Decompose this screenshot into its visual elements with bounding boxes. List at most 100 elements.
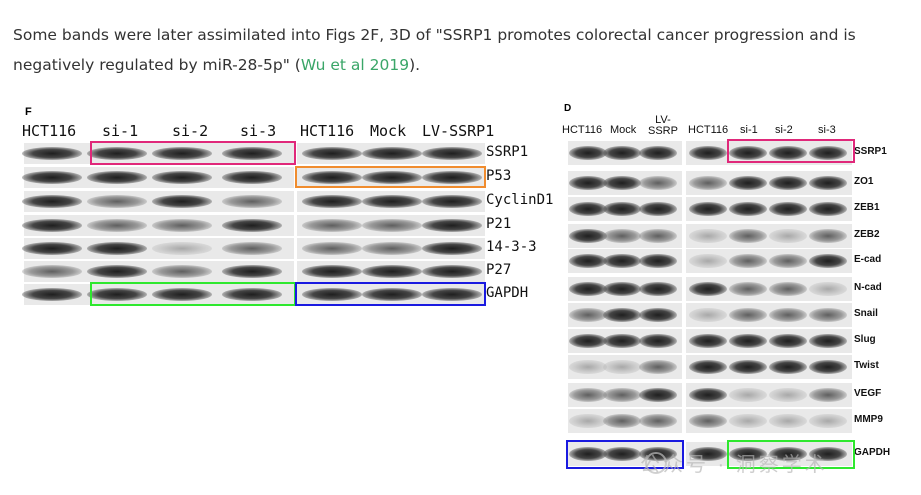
western-blot-band xyxy=(603,447,641,461)
western-blot-band xyxy=(22,288,82,301)
western-blot-band xyxy=(603,334,641,348)
western-blot-band xyxy=(729,447,767,461)
western-blot-band xyxy=(689,308,727,322)
western-blot-band xyxy=(809,229,847,243)
western-blot-band xyxy=(729,282,767,296)
western-blot-band xyxy=(87,242,147,255)
wechat-icon xyxy=(645,452,667,474)
western-blot-band xyxy=(362,147,422,160)
western-blot-band xyxy=(222,265,282,278)
western-blot-band xyxy=(152,171,212,184)
row-label: ZEB1 xyxy=(854,202,880,213)
western-blot-band xyxy=(809,414,847,428)
western-blot-band xyxy=(152,288,212,301)
western-blot-band xyxy=(809,447,847,461)
western-blot-band xyxy=(689,176,727,190)
western-blot-band xyxy=(422,171,482,184)
western-blot-band xyxy=(222,171,282,184)
figure-panel-d: D HCT116 Mock LV- SSRP HCT116 si-1 si-2 si-3 S… xyxy=(560,103,900,483)
western-blot-band xyxy=(689,202,727,216)
western-blot-band xyxy=(729,334,767,348)
western-blot-band xyxy=(362,265,422,278)
western-blot-band xyxy=(422,195,482,208)
western-blot-band xyxy=(87,147,147,160)
western-blot-band xyxy=(152,195,212,208)
row-label: E-cad xyxy=(854,254,882,265)
western-blot-band xyxy=(422,242,482,255)
western-blot-band xyxy=(569,146,607,160)
western-blot-band xyxy=(603,146,641,160)
row-label: Twist xyxy=(854,360,879,371)
citation-link[interactable]: Wu et al 2019 xyxy=(300,56,410,74)
western-blot-band xyxy=(689,229,727,243)
western-blot-band xyxy=(809,282,847,296)
western-blot-band xyxy=(729,229,767,243)
row-label: 14-3-3 xyxy=(486,239,537,255)
western-blot-band xyxy=(569,229,607,243)
western-blot-band xyxy=(87,195,147,208)
row-label: CyclinD1 xyxy=(486,192,554,208)
lane-label: LV- SSRP xyxy=(648,114,678,137)
row-label: Slug xyxy=(854,334,876,345)
western-blot-band xyxy=(639,414,677,428)
western-blot-band xyxy=(362,195,422,208)
lane-label: HCT116 xyxy=(562,124,603,136)
row-label: GAPDH xyxy=(854,447,891,458)
western-blot-band xyxy=(639,146,677,160)
western-blot-band xyxy=(569,360,607,374)
western-blot-band xyxy=(809,334,847,348)
western-blot-band xyxy=(769,388,807,402)
row-label: N-cad xyxy=(854,282,882,293)
lane-label: si-2 xyxy=(172,122,209,140)
western-blot-band xyxy=(689,334,727,348)
western-blot-band xyxy=(22,242,82,255)
caption-text: Some bands were later assimilated into F… xyxy=(13,26,856,74)
western-blot-band xyxy=(689,388,727,402)
western-blot-band xyxy=(689,447,727,461)
western-blot-band xyxy=(569,202,607,216)
western-blot-band xyxy=(569,414,607,428)
lane-label: HCT116 xyxy=(300,122,355,140)
western-blot-band xyxy=(222,242,282,255)
row-label: P27 xyxy=(486,262,512,278)
western-blot-band xyxy=(809,146,847,160)
lane-label: si-1 xyxy=(102,122,139,140)
western-blot-band xyxy=(769,254,807,268)
western-blot-band xyxy=(569,334,607,348)
western-blot-band xyxy=(729,254,767,268)
western-blot-band xyxy=(362,171,422,184)
western-blot-band xyxy=(569,388,607,402)
western-blot-band xyxy=(769,334,807,348)
western-blot-band xyxy=(569,308,607,322)
western-blot-band xyxy=(809,202,847,216)
western-blot-band xyxy=(809,176,847,190)
western-blot-band xyxy=(603,176,641,190)
highlight-box-blue xyxy=(295,282,486,306)
western-blot-band xyxy=(302,147,362,160)
western-blot-band xyxy=(689,360,727,374)
western-blot-band xyxy=(729,146,767,160)
highlight-box-green-d xyxy=(727,440,855,469)
western-blot-band xyxy=(639,308,677,322)
western-blot-band xyxy=(809,254,847,268)
western-blot-band xyxy=(362,242,422,255)
western-blot-band xyxy=(809,388,847,402)
row-label: MMP9 xyxy=(854,414,883,425)
western-blot-band xyxy=(769,308,807,322)
western-blot-band xyxy=(769,414,807,428)
western-blot-band xyxy=(422,219,482,232)
watermark-text: 公众号 · 洞察学术 xyxy=(640,454,828,476)
row-label: Snail xyxy=(854,308,878,319)
western-blot-band xyxy=(729,202,767,216)
western-blot-band xyxy=(152,147,212,160)
western-blot-band xyxy=(222,195,282,208)
western-blot-band xyxy=(769,146,807,160)
western-blot-band xyxy=(422,265,482,278)
western-blot-band xyxy=(22,195,82,208)
lane-label: HCT116 xyxy=(22,122,77,140)
western-blot-band xyxy=(87,219,147,232)
figure-panel-f: F HCT116 si-1 si-2 si-3 HCT116 Mock LV-SSRP1 … xyxy=(22,106,554,316)
lane-label: Mock xyxy=(610,124,637,136)
western-blot-band xyxy=(302,288,362,301)
western-blot-band xyxy=(362,219,422,232)
